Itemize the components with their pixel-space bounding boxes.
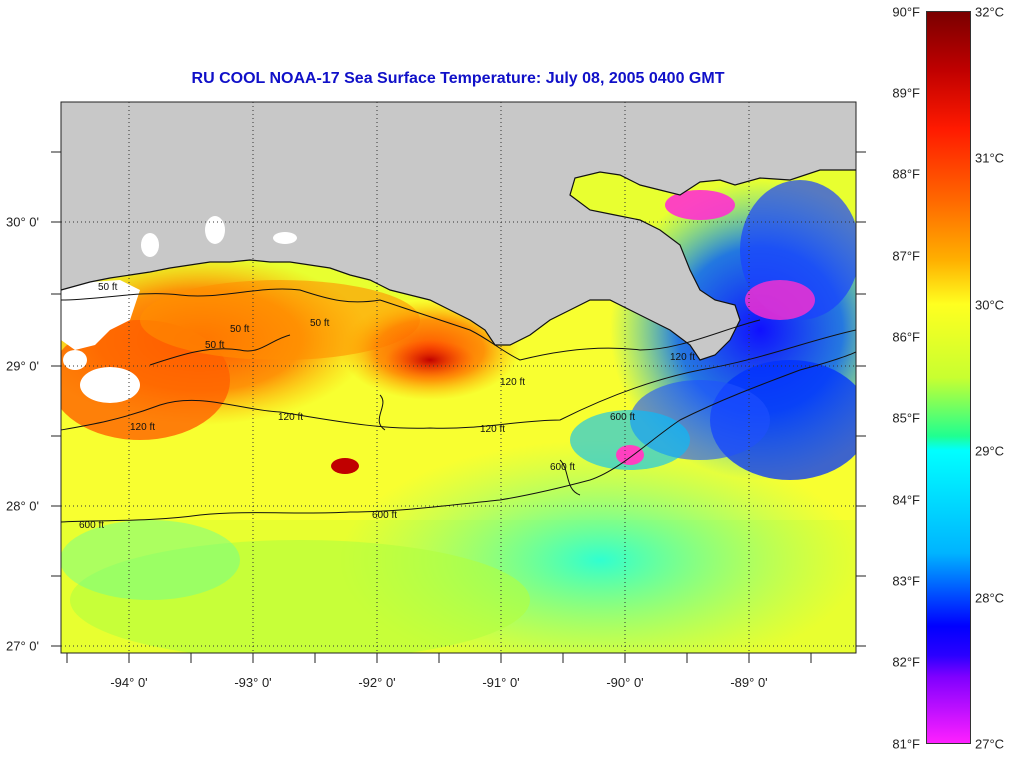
contour-label: 600 ft — [610, 412, 635, 423]
contour-label-group: 50 ft 50 ft 50 ft 50 ft 120 ft 120 ft 12… — [79, 282, 695, 531]
contour-120ft — [61, 329, 856, 431]
contour-label: 50 ft — [98, 282, 118, 293]
bathymetry-contours — [61, 288, 856, 523]
colorbar-f-label: 82°F — [892, 654, 920, 670]
lat-label: 29° 0' — [6, 358, 39, 374]
colorbar-f-label: 83°F — [892, 573, 920, 589]
lon-label: -90° 0' — [606, 675, 644, 690]
colorbar-f-label: 84°F — [892, 492, 920, 508]
colorbar-c-label: 29°C — [975, 443, 1005, 459]
colorbar-f-label: 90°F — [892, 4, 920, 20]
contour-label: 50 ft — [230, 324, 250, 335]
contour-label: 120 ft — [480, 424, 505, 435]
lon-label: -91° 0' — [482, 675, 520, 690]
colorbar-f-label: 88°F — [892, 166, 920, 182]
lon-label: -93° 0' — [234, 675, 272, 690]
contour-label: 50 ft — [205, 340, 225, 351]
lon-label: -89° 0' — [730, 675, 768, 690]
contour-label: 600 ft — [79, 520, 104, 531]
colorbar-c-label: 30°C — [975, 297, 1005, 313]
lat-label: 30° 0' — [6, 214, 39, 230]
colorbar-c-label: 27°C — [975, 736, 1005, 752]
temperature-colorbar — [926, 11, 971, 744]
contour-label: 600 ft — [372, 510, 397, 521]
colorbar-f-label: 85°F — [892, 410, 920, 426]
colorbar-f-label: 89°F — [892, 85, 920, 101]
colorbar-f-label: 86°F — [892, 329, 920, 345]
contour-50ft — [61, 288, 761, 361]
land-mass — [61, 102, 856, 360]
graticule — [61, 102, 856, 653]
lat-label: 27° 0' — [6, 638, 39, 654]
contour-label: 120 ft — [670, 352, 695, 363]
colorbar-c-label: 32°C — [975, 4, 1005, 20]
colorbar-c-label: 31°C — [975, 150, 1005, 166]
contour-label: 120 ft — [500, 377, 525, 388]
lon-label: -94° 0' — [110, 675, 148, 690]
map-title: RU COOL NOAA-17 Sea Surface Temperature:… — [191, 70, 725, 87]
colorbar-f-label: 87°F — [892, 248, 920, 264]
lat-label: 28° 0' — [6, 498, 39, 514]
colorbar-c-label: 28°C — [975, 590, 1005, 606]
contour-label: 600 ft — [550, 462, 575, 473]
contour-600ft — [61, 351, 856, 523]
contour-label: 120 ft — [278, 412, 303, 423]
coastline — [60, 169, 856, 361]
lon-label: -92° 0' — [358, 675, 396, 690]
contour-label: 120 ft — [130, 422, 155, 433]
contour-label: 50 ft — [310, 318, 330, 329]
colorbar-f-label: 81°F — [892, 736, 920, 752]
